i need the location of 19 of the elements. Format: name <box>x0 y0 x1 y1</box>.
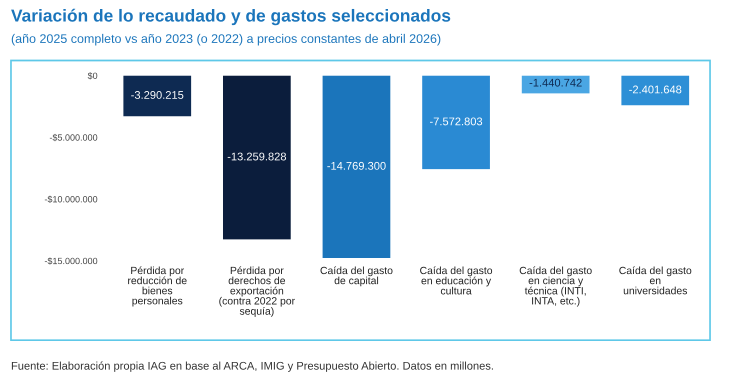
x-tick-label: Caída del gasto en universidades <box>619 266 692 294</box>
data-label: -14.769.300 <box>327 162 386 170</box>
y-tick-label: -$10.000.000 <box>44 196 98 203</box>
x-tick-label: Caída del gasto de capital <box>320 266 393 286</box>
data-label: -3.290.215 <box>131 91 184 99</box>
data-label: -13.259.828 <box>228 152 286 160</box>
y-tick-label: -$15.000.000 <box>44 257 98 265</box>
data-label: -2.401.648 <box>629 86 682 94</box>
x-tick-label: Caída del gasto en educación y cultura <box>420 266 492 294</box>
chart-title: Variación de lo recaudado y de gastos seleccionados <box>11 8 450 26</box>
source-note: Fuente: Elaboración propia IAG en base al ARCA, IMIG y Presupuesto Abierto. Datos en millones. <box>12 361 493 372</box>
data-label: -7.572.803 <box>430 117 482 126</box>
x-tick-label: Caída del gasto en ciencia y técnica (INTI, INTA, etc.) <box>520 266 592 307</box>
x-tick-label: Pérdida por derechos de exportación (contra 2022 por sequía) <box>219 266 295 317</box>
chart-subtitle: (año 2025 completo vs año 2023 (o 2022) a precios constantes de abril 2026) <box>12 34 440 46</box>
y-tick-label: -$5.000.000 <box>50 134 98 142</box>
x-tick-label: Pérdida por reducción de bienes personales <box>128 266 187 306</box>
data-label: -1.440.742 <box>530 78 582 87</box>
y-tick-label: $0 <box>88 72 98 80</box>
